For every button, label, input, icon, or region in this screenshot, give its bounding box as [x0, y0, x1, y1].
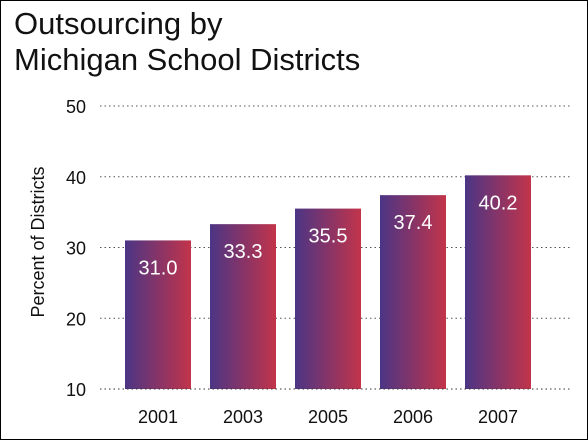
bars: 31.0 33.3 35.5 37.4 40.2	[125, 175, 531, 389]
y-tick-label: 50	[66, 97, 86, 117]
x-tick-label: 2007	[478, 407, 518, 427]
y-tick-label: 10	[66, 380, 86, 400]
x-tick-label: 2001	[138, 407, 178, 427]
chart-title-line-1: Outsourcing by	[14, 6, 223, 41]
chart-title-line-2: Michigan School Districts	[14, 42, 361, 77]
y-tick-label: 40	[66, 168, 86, 188]
bar-data-label: 40.2	[479, 192, 518, 214]
bar-data-label: 33.3	[224, 241, 263, 263]
bar-data-label: 31.0	[139, 257, 178, 279]
bar	[295, 208, 361, 389]
y-axis-ticks: 10 20 30 40 50	[66, 97, 86, 400]
bar	[125, 240, 191, 389]
y-axis-label: Percent of Districts	[28, 166, 48, 317]
bar	[210, 224, 276, 389]
y-tick-label: 20	[66, 309, 86, 329]
y-tick-label: 30	[66, 239, 86, 259]
bar	[380, 195, 446, 389]
x-tick-label: 2006	[393, 407, 433, 427]
x-tick-label: 2005	[308, 407, 348, 427]
bar-data-label: 37.4	[394, 212, 433, 234]
x-axis-ticks: 2001 2003 2005 2006 2007	[138, 407, 518, 427]
bar	[465, 175, 531, 389]
x-tick-label: 2003	[223, 407, 263, 427]
chart-title: Outsourcing by Michigan School Districts	[14, 6, 360, 78]
bar-data-label: 35.5	[309, 226, 348, 248]
